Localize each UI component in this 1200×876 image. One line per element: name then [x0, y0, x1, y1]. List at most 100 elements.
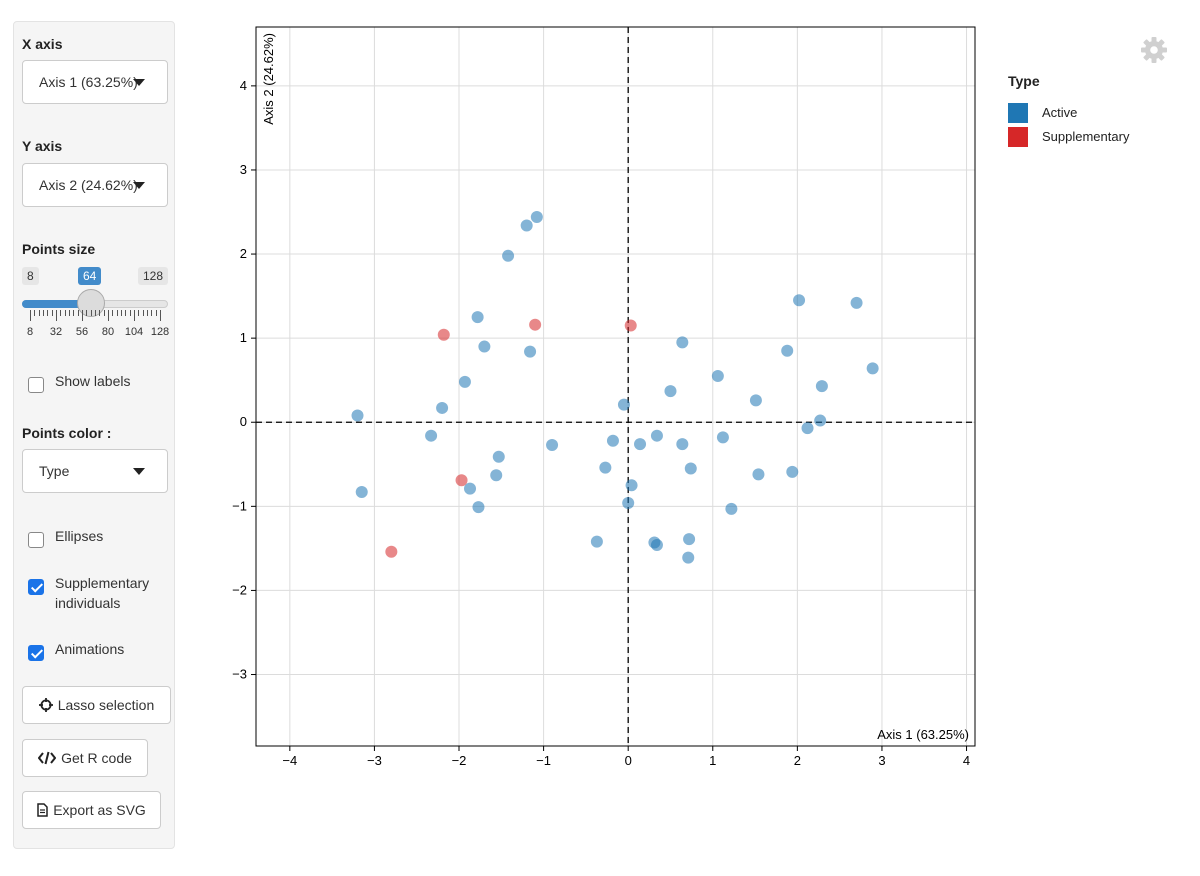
- point-active[interactable]: [617, 398, 630, 411]
- point-active[interactable]: [749, 394, 762, 407]
- slider-tick: [47, 310, 49, 316]
- slider-tick: [116, 310, 118, 316]
- animations-checkbox[interactable]: [28, 645, 44, 661]
- point-active[interactable]: [622, 496, 635, 509]
- point-active[interactable]: [464, 482, 477, 495]
- point-active[interactable]: [676, 438, 689, 451]
- point-active[interactable]: [682, 551, 695, 564]
- slider-tick: [64, 310, 66, 316]
- slider-tick: [160, 310, 161, 321]
- point-active[interactable]: [814, 414, 827, 427]
- point-active[interactable]: [711, 369, 724, 382]
- point-active[interactable]: [472, 501, 485, 514]
- get-r-code-button[interactable]: Get R code: [22, 739, 148, 777]
- point-active[interactable]: [793, 294, 806, 307]
- points-color-select[interactable]: Type: [22, 449, 168, 493]
- supplementary-individuals-label: Supplementary individuals: [55, 573, 149, 613]
- lasso-selection-button[interactable]: Lasso selection: [22, 686, 171, 724]
- point-active[interactable]: [850, 296, 863, 309]
- slider-tick: [138, 310, 140, 316]
- point-active[interactable]: [520, 219, 533, 232]
- ellipses-checkbox[interactable]: [28, 532, 44, 548]
- point-active[interactable]: [786, 465, 799, 478]
- slider-tick: [112, 310, 114, 316]
- slider-tick: [125, 310, 127, 316]
- slider-tick: [34, 310, 36, 316]
- point-active[interactable]: [425, 429, 438, 442]
- point-active[interactable]: [866, 362, 879, 375]
- gear-icon[interactable]: [1140, 36, 1168, 64]
- point-active[interactable]: [546, 438, 559, 451]
- point-active[interactable]: [815, 380, 828, 393]
- point-supplementary[interactable]: [437, 328, 450, 341]
- y-axis-select[interactable]: Axis 2 (24.62%): [22, 163, 168, 207]
- point-active[interactable]: [752, 468, 765, 481]
- x-tick-label: 1: [709, 753, 716, 768]
- export-svg-button[interactable]: Export as SVG: [22, 791, 161, 829]
- point-active[interactable]: [471, 311, 484, 324]
- slider-ticks: [22, 310, 168, 322]
- slider-tick: [51, 310, 53, 316]
- slider-tick: [103, 310, 105, 316]
- point-active[interactable]: [684, 462, 697, 475]
- slider-tick: [155, 310, 157, 316]
- x-axis-select-value: Axis 1 (63.25%): [39, 74, 138, 90]
- point-active[interactable]: [530, 211, 543, 224]
- point-active[interactable]: [801, 422, 814, 435]
- point-active[interactable]: [664, 385, 677, 398]
- point-supplementary[interactable]: [529, 318, 542, 331]
- supplementary-label-line1: Supplementary: [55, 575, 150, 591]
- point-active[interactable]: [650, 539, 663, 552]
- show-labels-checkbox[interactable]: [28, 377, 44, 393]
- sidebar-panel: X axis Axis 1 (63.25%) Y axis Axis 2 (24…: [13, 21, 175, 849]
- supplementary-individuals-checkbox[interactable]: [28, 579, 44, 595]
- code-icon: [38, 751, 57, 765]
- caret-down-icon: [133, 468, 145, 475]
- point-active[interactable]: [781, 344, 794, 357]
- point-active[interactable]: [436, 401, 449, 414]
- point-supplementary[interactable]: [385, 545, 398, 558]
- point-active[interactable]: [492, 450, 505, 463]
- x-tick-label: 0: [625, 753, 632, 768]
- point-active[interactable]: [355, 486, 368, 499]
- slider-tick: [82, 310, 83, 321]
- y-axis-label: Y axis: [22, 138, 63, 154]
- point-active[interactable]: [599, 461, 612, 474]
- y-axis-title: Axis 2 (24.62%): [261, 33, 276, 125]
- points-size-slider-fill: [22, 300, 92, 308]
- point-active[interactable]: [458, 375, 471, 388]
- point-active[interactable]: [478, 340, 491, 353]
- slider-tick: [142, 310, 144, 316]
- slider-tick: [69, 310, 70, 316]
- slider-tick: [147, 310, 148, 316]
- point-active[interactable]: [590, 535, 603, 548]
- point-active[interactable]: [351, 409, 364, 422]
- point-active[interactable]: [502, 249, 515, 262]
- slider-tick-label: 104: [124, 326, 144, 338]
- point-active[interactable]: [650, 429, 663, 442]
- point-active[interactable]: [490, 469, 503, 482]
- point-active[interactable]: [676, 336, 689, 349]
- x-axis-select[interactable]: Axis 1 (63.25%): [22, 60, 168, 104]
- point-supplementary[interactable]: [624, 319, 637, 332]
- point-active[interactable]: [683, 533, 696, 546]
- legend-label-supplementary: Supplementary: [1042, 129, 1130, 144]
- point-active[interactable]: [725, 502, 738, 515]
- point-active[interactable]: [606, 434, 619, 447]
- plot-frame: [255, 26, 976, 747]
- scatter-plot[interactable]: −4 −3 −2 −1 0 1 2 3 4 −3 −2 −1 0 1 2 3 4 Axis 1 (63.25%)…: [225, 15, 985, 775]
- point-active[interactable]: [625, 479, 638, 492]
- crosshair-icon: [38, 698, 53, 712]
- point-active[interactable]: [716, 431, 729, 444]
- slider-tick: [95, 310, 96, 316]
- slider-tick: [60, 310, 62, 316]
- slider-min-badge: 8: [22, 267, 39, 285]
- point-active[interactable]: [524, 345, 537, 358]
- plot-axes: −4 −3 −2 −1 0 1 2 3 4 −3 −2 −1 0 1 2 3 4: [232, 78, 970, 768]
- point-active[interactable]: [634, 438, 647, 451]
- slider-tick: [30, 310, 31, 321]
- slider-tick: [77, 310, 79, 316]
- y-tick-label: 1: [240, 330, 247, 345]
- slider-tick-label: 32: [49, 326, 63, 338]
- point-supplementary[interactable]: [455, 474, 468, 487]
